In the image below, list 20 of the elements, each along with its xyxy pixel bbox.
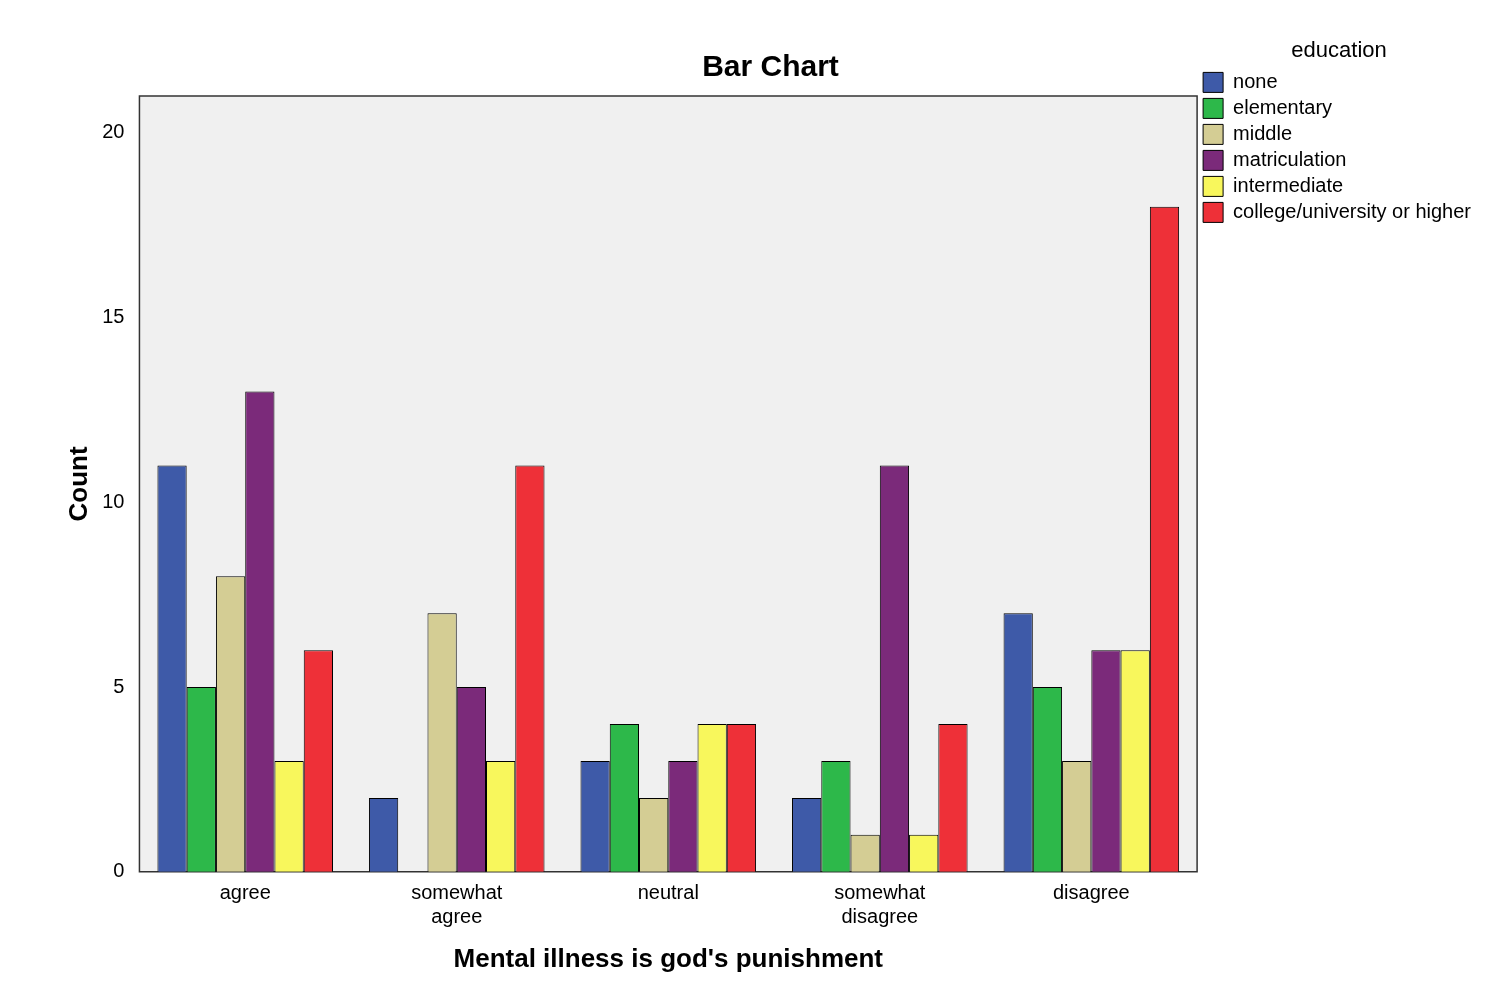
legend-label: matriculation — [1233, 147, 1347, 170]
y-tick-label: 20 — [102, 120, 125, 143]
legend-label: college/university or higher — [1233, 199, 1472, 222]
legend-label: none — [1233, 69, 1278, 92]
y-axis-title: Count — [62, 446, 93, 522]
chart-title: Bar Chart — [702, 49, 839, 83]
legend-label: middle — [1233, 121, 1293, 144]
y-tick-label: 0 — [113, 859, 125, 882]
x-axis-title: Mental illness is god's punishment — [453, 942, 884, 973]
y-tick-label: 5 — [113, 674, 125, 697]
legend-label: intermediate — [1233, 173, 1344, 196]
legend-title: education — [1291, 37, 1387, 63]
x-tick-label: somewhat agree — [411, 881, 503, 928]
x-tick-label: somewhat disagree — [834, 881, 926, 928]
x-tick-label: disagree — [1052, 881, 1130, 904]
legend-label: elementary — [1233, 95, 1333, 118]
y-tick-label: 10 — [102, 489, 125, 512]
x-tick-label: neutral — [637, 881, 699, 904]
y-tick-label: 15 — [102, 305, 125, 328]
x-tick-label: agree — [219, 881, 271, 904]
